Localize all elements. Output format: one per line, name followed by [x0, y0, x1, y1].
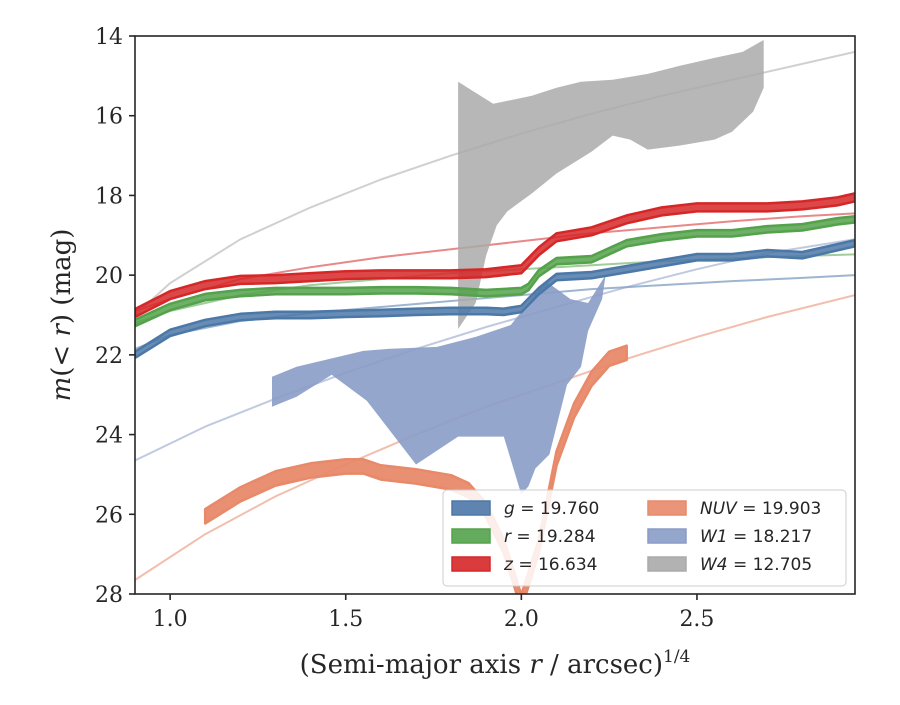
- plot-frame: [134, 35, 856, 595]
- legend-swatch-g: [451, 500, 491, 516]
- ticks-layer: 1.0 1.5 2.0 2.5 14 16 18 20 22 24 26 28: [95, 25, 714, 632]
- x-axis-label: (Semi-major axis r / arcsec)1/4: [300, 647, 691, 680]
- profile-band-r: [135, 214, 855, 328]
- y-tick-label: 22: [95, 344, 123, 369]
- profile-band-w4: [458, 40, 764, 329]
- legend-swatch-z: [451, 556, 491, 572]
- y-axis-label: m(< r) (mag): [47, 229, 77, 402]
- y-tick-label: 16: [95, 105, 123, 130]
- legend-box: [442, 489, 847, 587]
- y-tick-label: 24: [95, 424, 123, 449]
- legend-label-g: g = 19.760: [504, 499, 599, 519]
- profile-band-z: [135, 192, 855, 319]
- legend: g = 19.760 r = 19.284 z = 16.634 NUV = 19.9…: [442, 489, 847, 587]
- y-tick-label: 18: [95, 184, 123, 209]
- legend-swatch-w1: [647, 528, 687, 544]
- x-tick-label: 1.5: [328, 607, 363, 632]
- y-tick-label: 20: [95, 264, 123, 289]
- legend-label-r: r = 19.284: [504, 527, 596, 547]
- model-curve-w1: [135, 238, 855, 462]
- legend-label-nuv: NUV = 19.903: [700, 499, 821, 519]
- x-tick-label: 2.0: [504, 607, 539, 632]
- profile-band-w1: [272, 275, 606, 495]
- legend-label-z: z = 16.634: [503, 555, 597, 575]
- x-tick-label: 1.0: [153, 607, 188, 632]
- y-tick-label: 14: [95, 25, 123, 50]
- y-tick-label: 26: [95, 503, 123, 528]
- profile-band-g: [135, 238, 855, 360]
- y-tick-label: 28: [95, 583, 123, 608]
- legend-label-w1: W1 = 18.217: [700, 527, 812, 547]
- x-tick-label: 2.5: [679, 607, 714, 632]
- legend-swatch-r: [451, 528, 491, 544]
- data-layer: [135, 40, 855, 594]
- legend-label-w4: W4 = 12.705: [700, 555, 812, 575]
- legend-swatch-nuv: [647, 500, 687, 516]
- legend-swatch-w4: [647, 556, 687, 572]
- profile-band-nuv: [203, 344, 628, 594]
